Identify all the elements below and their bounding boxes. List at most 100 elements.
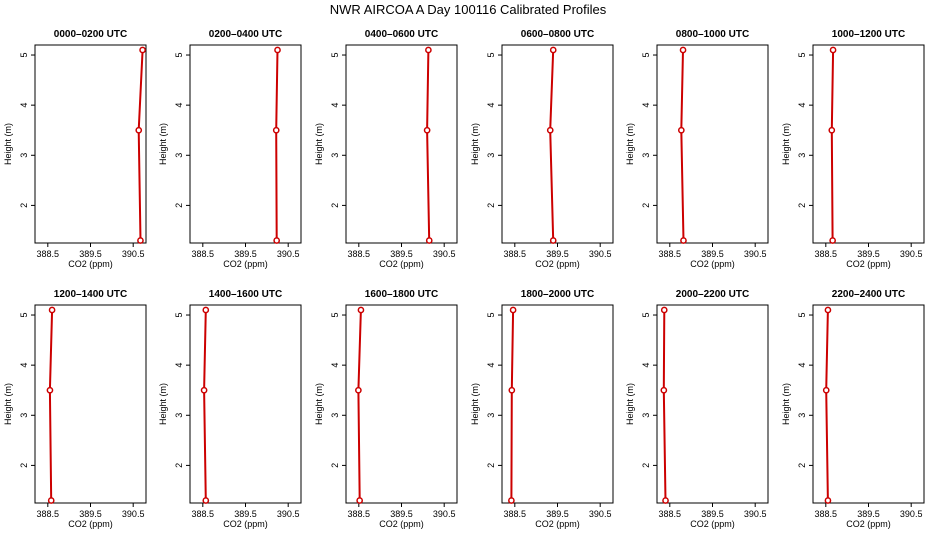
plot-frame	[656, 304, 769, 504]
plot-frame	[501, 304, 614, 504]
y-tick-label: 4	[797, 363, 807, 368]
x-tick-label: 389.5	[701, 509, 724, 519]
panel-title: 0400–0600 UTC	[365, 29, 438, 40]
data-point	[828, 126, 836, 134]
x-tick-label: 390.5	[589, 509, 612, 519]
x-tick-label: 389.5	[79, 249, 102, 259]
x-tick-label: 390.5	[900, 509, 923, 519]
y-axis-label: Height (m)	[3, 383, 13, 425]
y-axis-label: Height (m)	[314, 383, 324, 425]
x-axis-label: CO2 (ppm)	[223, 259, 268, 269]
data-point	[509, 306, 517, 314]
data-point	[660, 386, 668, 394]
profile-line	[357, 309, 362, 501]
x-axis-label: CO2 (ppm)	[690, 519, 735, 529]
y-axis-label: Height (m)	[158, 123, 168, 165]
x-tick-label: 389.5	[857, 509, 880, 519]
y-tick-label: 5	[486, 313, 496, 318]
x-tick-label: 390.5	[277, 249, 300, 259]
y-tick-label: 2	[486, 203, 496, 208]
x-tick-label: 390.5	[900, 249, 923, 259]
y-tick-label: 2	[641, 203, 651, 208]
y-tick-label: 2	[797, 463, 807, 468]
y-axis-label: Height (m)	[314, 123, 324, 165]
x-tick-label: 388.5	[815, 509, 838, 519]
y-tick-label: 2	[330, 203, 340, 208]
x-tick-label: 389.5	[234, 249, 257, 259]
y-axis-label: Height (m)	[781, 123, 791, 165]
data-point	[425, 46, 432, 54]
panel-3: 0400–0600 UTC 388.5 389.5 390.5 CO2 (ppm) 2 3 4…	[314, 29, 458, 269]
y-tick-label: 3	[486, 153, 496, 158]
plot-frame	[656, 44, 769, 244]
x-tick-label: 389.5	[390, 509, 413, 519]
profile-line	[830, 49, 835, 241]
y-tick-label: 4	[330, 103, 340, 108]
plot-frame	[812, 304, 925, 504]
data-point	[272, 126, 280, 134]
x-tick-label: 388.5	[348, 249, 371, 259]
x-axis-label: CO2 (ppm)	[535, 259, 580, 269]
data-point	[47, 497, 55, 504]
data-point	[677, 126, 685, 134]
x-tick-label: 388.5	[192, 509, 215, 519]
y-axis-label: Height (m)	[781, 383, 791, 425]
data-point	[355, 386, 362, 394]
data-point	[680, 237, 687, 244]
panel-title: 2200–2400 UTC	[832, 289, 905, 300]
plot-frame	[34, 44, 147, 244]
x-axis-label: CO2 (ppm)	[223, 519, 268, 529]
y-tick-label: 4	[641, 363, 651, 368]
data-point	[829, 237, 836, 244]
data-point	[46, 386, 54, 394]
panel-7: 1200–1400 UTC 388.5 389.5 390.5 CO2 (ppm) 2 3 4…	[3, 289, 147, 529]
profile-line	[549, 49, 555, 241]
x-tick-label: 388.5	[192, 249, 215, 259]
panel-title: 0600–0800 UTC	[521, 29, 594, 40]
y-tick-label: 3	[174, 153, 184, 158]
data-point	[829, 46, 837, 54]
x-tick-label: 390.5	[744, 249, 767, 259]
panel-title: 1800–2000 UTC	[521, 289, 594, 300]
y-tick-label: 2	[486, 463, 496, 468]
y-tick-label: 3	[19, 413, 29, 418]
plot-frame	[345, 304, 458, 504]
x-tick-label: 388.5	[659, 509, 682, 519]
x-axis-label: CO2 (ppm)	[379, 259, 424, 269]
x-tick-label: 390.5	[122, 249, 145, 259]
panel-title: 1600–1800 UTC	[365, 289, 438, 300]
data-point	[662, 497, 669, 504]
y-tick-label: 3	[641, 413, 651, 418]
profile-line	[275, 49, 279, 241]
y-axis-label: Height (m)	[470, 383, 480, 425]
profile-line	[662, 309, 667, 501]
y-tick-label: 5	[330, 313, 340, 318]
panel-9: 1600–1800 UTC 388.5 389.5 390.5 CO2 (ppm) 2 3 4…	[314, 289, 458, 529]
x-tick-label: 389.5	[234, 509, 257, 519]
x-tick-label: 390.5	[122, 509, 145, 519]
y-tick-label: 5	[797, 53, 807, 58]
data-point	[202, 306, 210, 314]
data-point	[679, 46, 687, 54]
y-tick-label: 4	[19, 363, 29, 368]
y-tick-label: 4	[486, 103, 496, 108]
y-tick-label: 3	[330, 153, 340, 158]
data-point	[273, 237, 281, 244]
data-point	[824, 497, 832, 504]
panel-2: 0200–0400 UTC 388.5 389.5 390.5 CO2 (ppm) 2 3 4…	[158, 29, 302, 269]
x-tick-label: 388.5	[37, 509, 60, 519]
x-tick-label: 389.5	[857, 249, 880, 259]
y-tick-label: 3	[486, 413, 496, 418]
y-tick-label: 4	[330, 363, 340, 368]
panel-title: 0200–0400 UTC	[209, 29, 282, 40]
x-tick-label: 390.5	[277, 509, 300, 519]
y-tick-label: 5	[641, 313, 651, 318]
y-tick-label: 5	[19, 313, 29, 318]
panel-title: 0800–1000 UTC	[676, 29, 749, 40]
profile-line	[825, 309, 829, 501]
y-tick-label: 4	[174, 363, 184, 368]
y-axis-label: Height (m)	[625, 123, 635, 165]
plot-frame	[189, 304, 302, 504]
x-tick-label: 388.5	[348, 509, 371, 519]
